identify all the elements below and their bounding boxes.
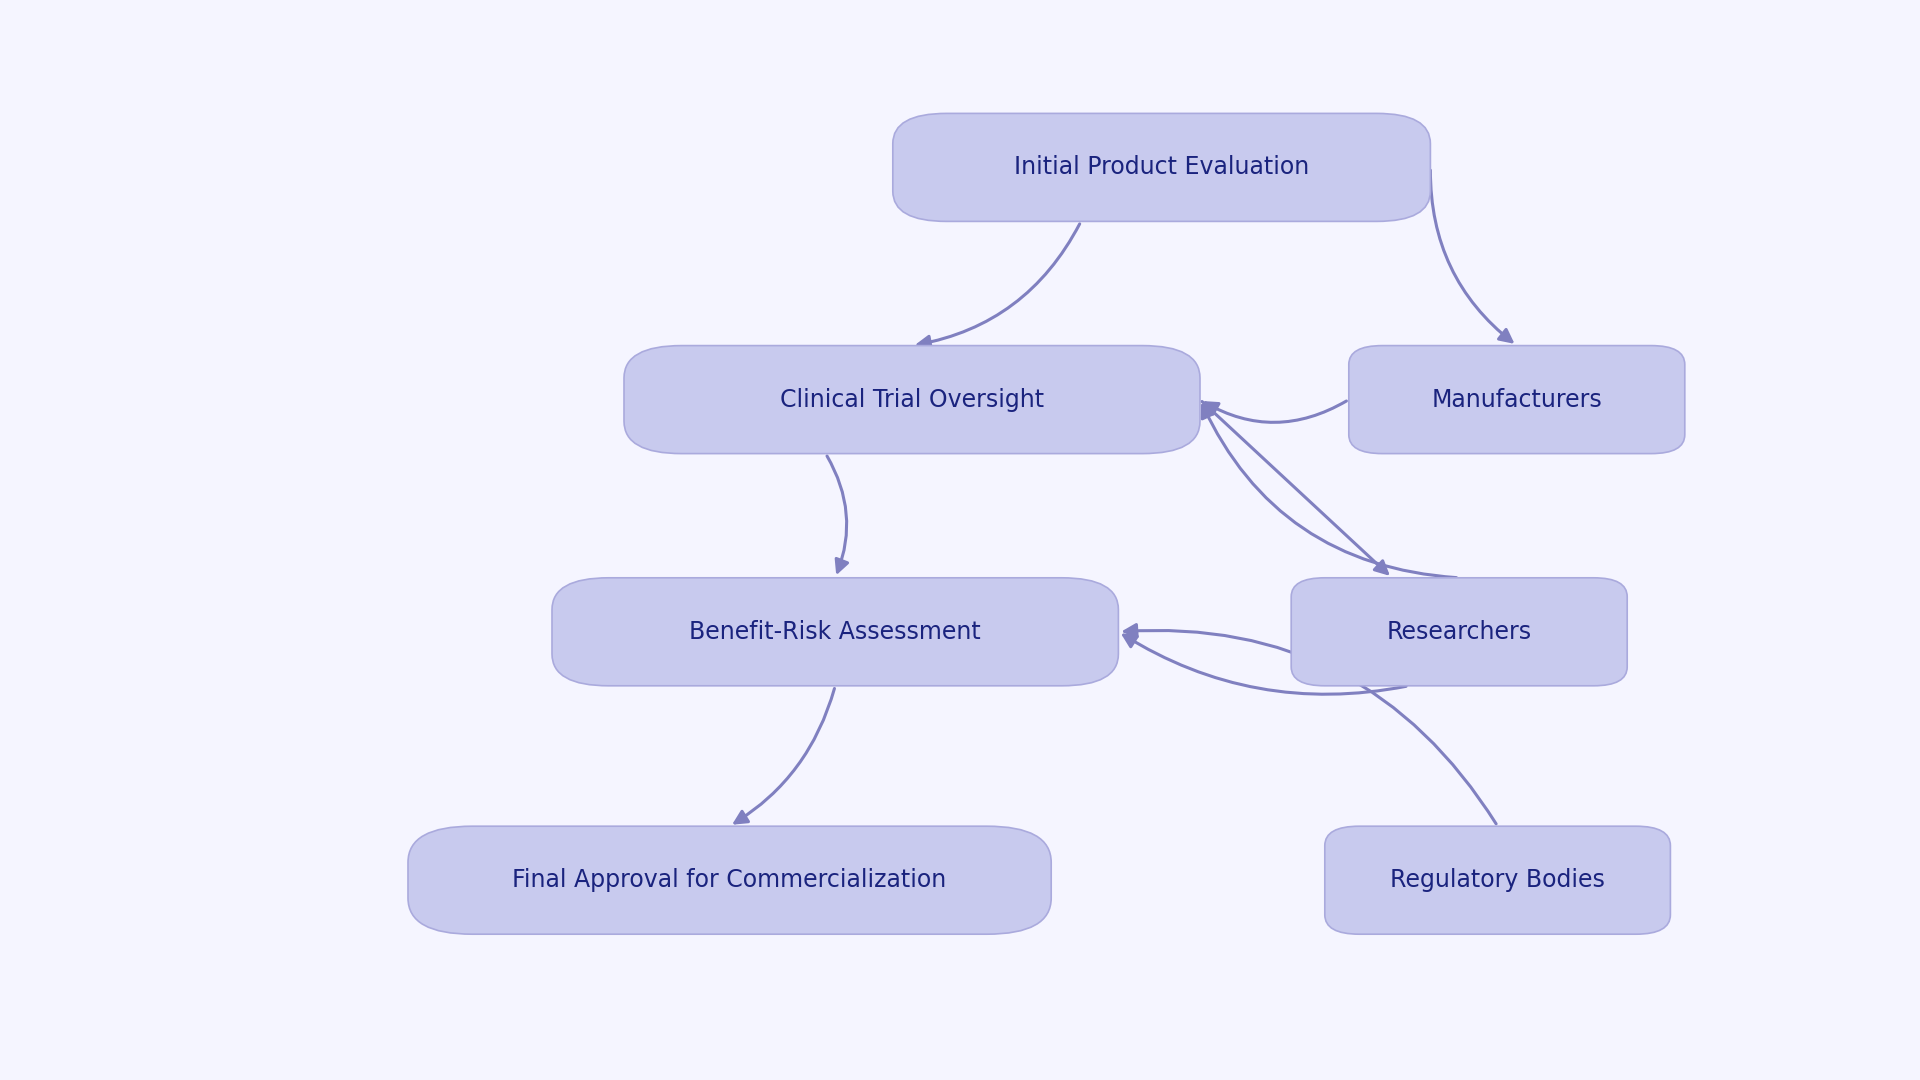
FancyBboxPatch shape (1290, 578, 1626, 686)
FancyBboxPatch shape (553, 578, 1117, 686)
Text: Benefit-Risk Assessment: Benefit-Risk Assessment (689, 620, 981, 644)
FancyBboxPatch shape (624, 346, 1200, 454)
FancyBboxPatch shape (1325, 826, 1670, 934)
Text: Clinical Trial Oversight: Clinical Trial Oversight (780, 388, 1044, 411)
FancyBboxPatch shape (893, 113, 1430, 221)
Text: Initial Product Evaluation: Initial Product Evaluation (1014, 156, 1309, 179)
Text: Manufacturers: Manufacturers (1432, 388, 1601, 411)
Text: Regulatory Bodies: Regulatory Bodies (1390, 868, 1605, 892)
Text: Researchers: Researchers (1386, 620, 1532, 644)
FancyBboxPatch shape (407, 826, 1052, 934)
FancyBboxPatch shape (1348, 346, 1686, 454)
Text: Final Approval for Commercialization: Final Approval for Commercialization (513, 868, 947, 892)
